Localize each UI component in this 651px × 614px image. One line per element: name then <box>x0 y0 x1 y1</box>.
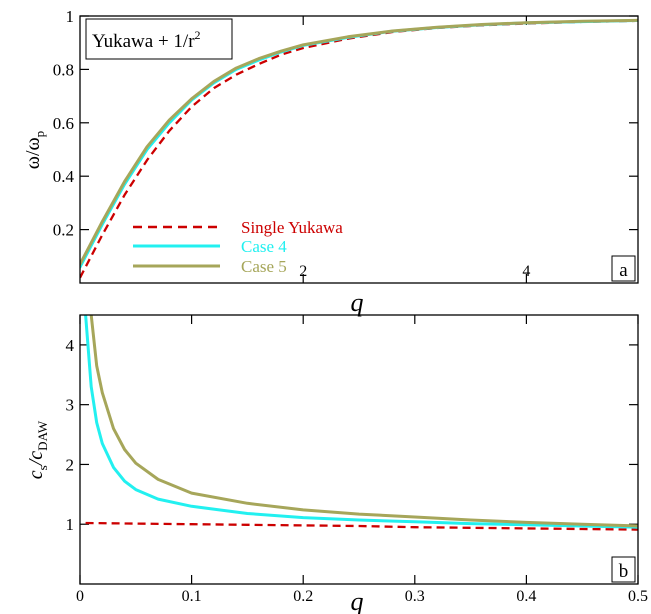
panel-b-x-axis-label: q <box>351 587 364 614</box>
panel-b-label: b <box>619 561 629 582</box>
x-tick-label: 4 <box>522 263 530 280</box>
ylabel-main: ω/ω <box>22 137 44 169</box>
panel-b-x-ticks: 0 0.1 0.2 0.3 0.4 0.5 <box>76 315 648 605</box>
panel-a-x-axis-label: q <box>351 288 364 317</box>
y-tick-label: 0.6 <box>53 114 74 133</box>
panel-a-legend: Single Yukawa Case 4 Case 5 <box>133 218 343 276</box>
y-tick-label: 3 <box>66 396 75 415</box>
panel-b-series <box>84 315 638 531</box>
panel-a-series <box>80 18 638 279</box>
ylabel-subscript-daw: DAW <box>35 420 50 451</box>
y-tick-label: 0.4 <box>53 167 75 186</box>
series-line-case-5 <box>89 315 638 528</box>
series-line-case-4 <box>84 315 638 529</box>
panel-a-annotation-box <box>85 18 233 60</box>
x-tick-label: 0.4 <box>516 588 536 605</box>
panel-a-y-axis-label: ω/ωp <box>22 131 47 169</box>
series-line-single-yukawa <box>85 521 638 531</box>
y-tick-label: 1 <box>66 7 75 26</box>
legend-label-case-4: Case 4 <box>241 237 287 256</box>
ylabel-subscript-s: s <box>35 465 50 470</box>
panel-a-annotation: Yukawa + 1/r2 <box>92 28 201 52</box>
x-tick-label: 2 <box>299 263 307 280</box>
y-tick-label: 4 <box>66 336 75 355</box>
legend-label-case-5: Case 5 <box>241 257 287 276</box>
annotation-superscript: 2 <box>195 28 201 42</box>
panel-b-y-ticks: 1 2 3 4 <box>66 336 638 534</box>
y-tick-label: 0.2 <box>53 221 74 240</box>
series-line-case-5 <box>80 18 638 266</box>
x-tick-label: 0 <box>76 588 84 605</box>
panel-a-frame <box>79 15 639 284</box>
ylabel-over-c: /c <box>25 451 47 467</box>
panel-b-label-box <box>611 556 636 583</box>
y-tick-label: 2 <box>66 455 75 474</box>
panel-a-label: a <box>619 260 628 281</box>
y-tick-label: 1 <box>66 515 75 534</box>
x-tick-label: 0.5 <box>628 588 648 605</box>
x-tick-label: 0.3 <box>405 588 425 605</box>
panel-b-frame <box>79 314 639 585</box>
x-tick-label: 0.2 <box>293 588 313 605</box>
y-tick-label: 0.8 <box>53 60 74 79</box>
panel-b-y-axis-label: cs/cDAW <box>25 420 50 479</box>
panel-b: 0 0.1 0.2 0.3 0.4 0.5 1 2 3 4 cs/cDAW q b <box>25 314 648 614</box>
ylabel-c: c <box>25 470 47 479</box>
annotation-text: Yukawa + 1/r <box>92 31 195 52</box>
panel-a-label-box <box>611 255 636 282</box>
legend-label-single-yukawa: Single Yukawa <box>241 218 343 237</box>
x-tick-label: 0.1 <box>182 588 202 605</box>
ylabel-subscript: p <box>32 131 47 138</box>
